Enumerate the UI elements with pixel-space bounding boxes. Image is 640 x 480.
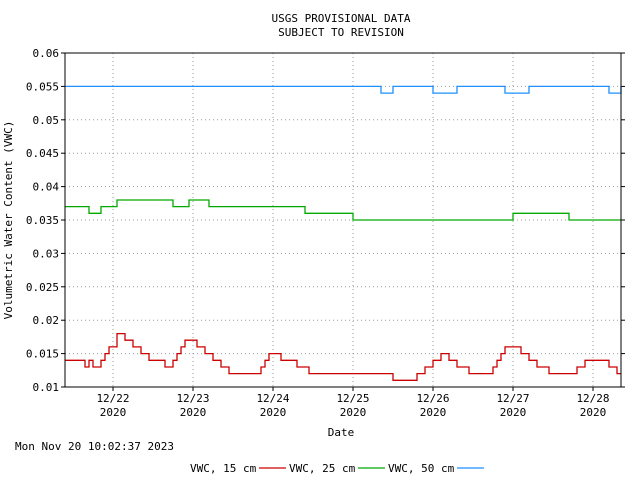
y-tick-label: 0.05: [33, 114, 60, 127]
y-tick-label: 0.015: [26, 348, 59, 361]
legend-label: VWC, 25 cm: [289, 462, 356, 475]
series-line-2: [65, 85, 622, 94]
y-tick-label: 0.01: [33, 381, 60, 394]
x-tick-label-year: 2020: [500, 406, 527, 419]
series-line-0: [65, 332, 621, 381]
y-tick-label: 0.035: [26, 214, 59, 227]
x-tick-label-year: 2020: [180, 406, 207, 419]
y-axis-ticks: 0.01 0.015 0.02 0.025 0.03 0.035 0.04 0.045 0.05…: [26, 47, 625, 394]
plot-frame: [64, 52, 622, 388]
series-line-1: [65, 199, 621, 221]
timestamp: Mon Nov 20 10:02:37 2023: [15, 440, 174, 453]
legend-label: VWC, 15 cm: [190, 462, 257, 475]
legend: VWC, 15 cm VWC, 25 cm VWC, 50 cm: [190, 462, 484, 475]
series-lines: [65, 85, 622, 381]
gridlines: [65, 52, 621, 388]
y-tick-label: 0.02: [33, 314, 60, 327]
chart-title-line1: USGS PROVISIONAL DATA: [271, 12, 410, 25]
y-tick-label: 0.04: [33, 181, 60, 194]
x-tick-label-date: 12/27: [496, 392, 529, 405]
x-tick-label-year: 2020: [100, 406, 127, 419]
x-tick-label-date: 12/23: [176, 392, 209, 405]
y-tick-label: 0.03: [33, 247, 60, 260]
x-tick-label-year: 2020: [580, 406, 607, 419]
x-tick-label-date: 12/22: [96, 392, 129, 405]
chart-title-line2: SUBJECT TO REVISION: [278, 26, 404, 39]
y-tick-label: 0.055: [26, 80, 59, 93]
x-axis-ticks: 12/22202012/23202012/24202012/25202012/2…: [96, 387, 610, 419]
y-axis-label: Volumetric Water Content (VWC): [2, 121, 15, 320]
x-axis-label: Date: [328, 426, 355, 439]
x-tick-label-date: 12/28: [576, 392, 609, 405]
x-tick-label-date: 12/26: [416, 392, 449, 405]
x-tick-label-year: 2020: [340, 406, 367, 419]
y-tick-label: 0.06: [33, 47, 60, 60]
x-tick-label-date: 12/25: [336, 392, 369, 405]
x-tick-label-date: 12/24: [256, 392, 289, 405]
y-tick-label: 0.025: [26, 281, 59, 294]
legend-label: VWC, 50 cm: [388, 462, 455, 475]
y-tick-label: 0.045: [26, 147, 59, 160]
x-tick-label-year: 2020: [420, 406, 447, 419]
x-tick-label-year: 2020: [260, 406, 287, 419]
